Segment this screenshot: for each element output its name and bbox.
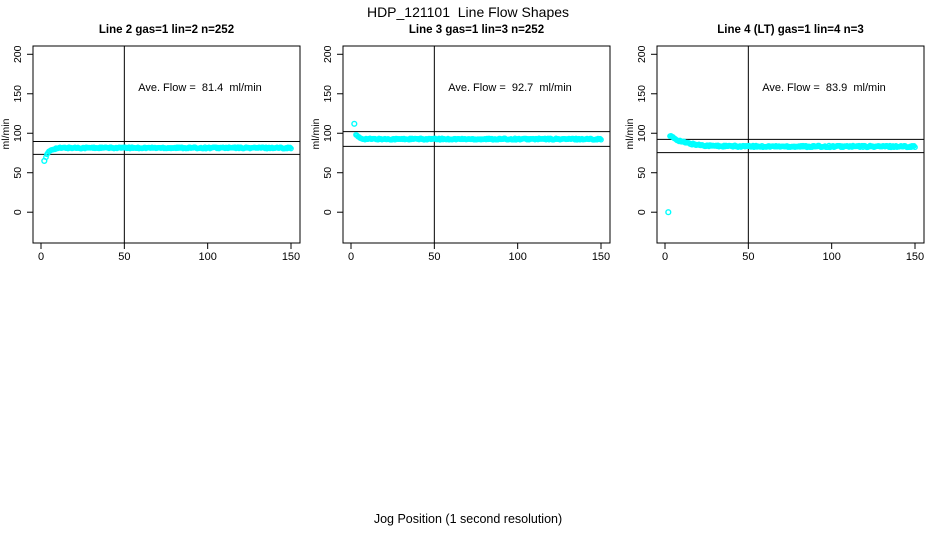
x-tick-label: 100 bbox=[508, 251, 526, 263]
plot-title: Line 3 gas=1 lin=3 n=252 bbox=[408, 24, 545, 36]
data-point bbox=[287, 144, 293, 151]
x-tick-label: 0 bbox=[662, 251, 668, 263]
x-tick-label: 150 bbox=[592, 251, 610, 263]
y-tick-label: 100 bbox=[12, 124, 24, 142]
ave-flow-annotation: Ave. Flow = 81.4 ml/min bbox=[138, 82, 262, 94]
x-tick-label: 150 bbox=[282, 251, 300, 263]
plot-box bbox=[342, 45, 611, 244]
plot-canvas-line4: 0 50 100 150 0 50 100 150 200 bbox=[636, 45, 925, 263]
y-axis-label: ml/min bbox=[624, 118, 636, 150]
y-tick-label: 200 bbox=[322, 45, 334, 63]
y-axis-label: ml/min bbox=[310, 118, 322, 150]
plot-canvas-line3: 0 50 100 150 0 50 100 150 200 bbox=[322, 45, 611, 263]
plot-title: Line 2 gas=1 lin=2 n=252 bbox=[98, 24, 235, 36]
y-tick-label: 0 bbox=[12, 209, 24, 215]
data-point bbox=[288, 145, 294, 152]
y-tick-label: 100 bbox=[636, 124, 648, 142]
plot-box bbox=[32, 45, 301, 244]
plot-line4: 0 50 100 150 0 50 100 150 200 Line 4 (LT) gas=1 … bbox=[624, 22, 929, 267]
y-tick-label: 50 bbox=[12, 167, 24, 179]
x-axis-label: Jog Position (1 second resolution) bbox=[373, 512, 563, 526]
x-tick-label: 0 bbox=[38, 251, 44, 263]
x-tick-label: 0 bbox=[348, 251, 354, 263]
outlier-point bbox=[665, 209, 672, 216]
x-tick-label: 50 bbox=[742, 251, 754, 263]
figure-title: HDP_121101 Line Flow Shapes bbox=[366, 4, 570, 20]
y-tick-label: 200 bbox=[636, 45, 648, 63]
x-tick-label: 50 bbox=[428, 251, 440, 263]
data-point bbox=[598, 136, 604, 143]
y-tick-label: 50 bbox=[636, 167, 648, 179]
plot-line3: 0 50 100 150 0 50 100 150 200 Line 3 gas=1 lin=3… bbox=[310, 22, 615, 267]
y-tick-label: 100 bbox=[322, 124, 334, 142]
y-tick-label: 0 bbox=[636, 209, 648, 215]
plot-title: Line 4 (LT) gas=1 lin=4 n=3 bbox=[717, 24, 864, 36]
x-tick-label: 100 bbox=[198, 251, 216, 263]
data-point bbox=[597, 135, 603, 142]
y-tick-label: 150 bbox=[12, 85, 24, 103]
plot-box bbox=[656, 45, 925, 244]
x-tick-label: 50 bbox=[118, 251, 130, 263]
x-tick-label: 100 bbox=[822, 251, 840, 263]
y-tick-label: 150 bbox=[636, 85, 648, 103]
outlier-point bbox=[351, 120, 358, 127]
data-point bbox=[912, 144, 918, 151]
x-tick-label: 150 bbox=[906, 251, 924, 263]
y-tick-label: 150 bbox=[322, 85, 334, 103]
outlier-point bbox=[41, 157, 48, 165]
plot-line2: 0 50 100 150 0 50 100 150 200 Line 2 gas=1 lin=2… bbox=[0, 22, 305, 267]
ave-flow-annotation: Ave. Flow = 83.9 ml/min bbox=[762, 82, 886, 94]
y-tick-label: 200 bbox=[12, 45, 24, 63]
y-tick-label: 0 bbox=[322, 209, 334, 215]
plot-canvas-line2: 0 50 100 150 0 50 100 150 200 bbox=[12, 45, 301, 263]
y-axis-label: ml/min bbox=[0, 118, 12, 150]
y-tick-label: 50 bbox=[322, 167, 334, 179]
ave-flow-annotation: Ave. Flow = 92.7 ml/min bbox=[448, 82, 572, 94]
